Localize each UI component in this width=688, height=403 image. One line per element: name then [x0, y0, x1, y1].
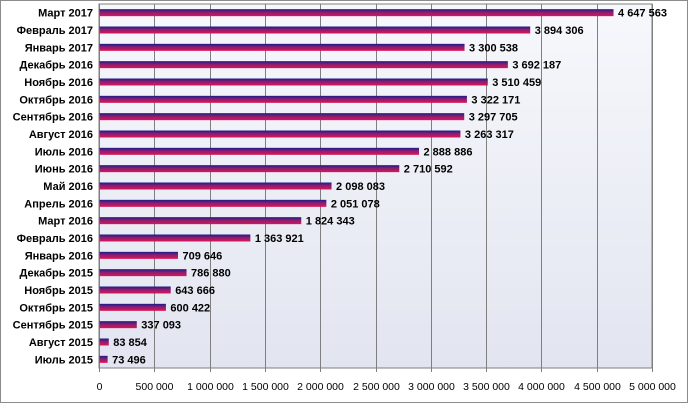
value-label: 3 263 317: [465, 129, 514, 141]
category-label: Январь 2017: [25, 42, 93, 54]
value-label: 3 322 171: [471, 94, 520, 106]
bar: [99, 182, 332, 190]
value-label: 1 824 343: [306, 216, 355, 228]
bar: [99, 338, 109, 346]
bar: [99, 355, 108, 363]
value-label: 4 647 563: [618, 8, 667, 20]
category-label: Апрель 2016: [24, 198, 93, 210]
bar: [99, 199, 327, 207]
category-label: Март 2017: [38, 8, 93, 20]
value-label: 83 854: [113, 337, 148, 349]
bar: [99, 217, 302, 225]
value-label: 3 692 187: [512, 60, 561, 72]
bars: [99, 9, 614, 363]
bar: [99, 95, 467, 103]
bar: [99, 26, 531, 34]
bar: [99, 9, 614, 17]
bar: [99, 113, 465, 121]
value-label: 337 093: [141, 320, 181, 332]
category-label: Октябрь 2016: [19, 94, 93, 106]
bar: [99, 78, 488, 86]
x-tick-label: 500 000: [136, 381, 174, 393]
value-label: 73 496: [112, 354, 146, 366]
x-tick-label: 2 000 000: [297, 381, 344, 393]
x-tick-label: 5 000 000: [629, 381, 676, 393]
value-label: 3 510 459: [492, 77, 541, 89]
category-label: Февраль 2017: [17, 25, 93, 37]
value-label: 600 422: [170, 302, 210, 314]
value-label: 786 880: [191, 268, 231, 280]
category-label: Декабрь 2016: [19, 60, 93, 72]
value-label: 643 666: [175, 285, 215, 297]
value-label: 3 300 538: [469, 42, 518, 54]
x-tick-label: 1 000 000: [187, 381, 234, 393]
category-label: Июнь 2016: [35, 164, 93, 176]
category-label: Август 2016: [29, 129, 93, 141]
bar: [99, 234, 251, 242]
category-label: Июль 2016: [35, 146, 93, 158]
value-label: 1 363 921: [255, 233, 304, 245]
category-label: Январь 2016: [25, 250, 93, 262]
category-label: Июль 2015: [35, 354, 93, 366]
bar: [99, 269, 187, 277]
category-label: Ноябрь 2016: [24, 77, 93, 89]
x-tick-label: 1 500 000: [242, 381, 289, 393]
value-labels: 4 647 563 3 894 306 3 300 538 3 692 187 3 51…: [112, 8, 667, 367]
x-tick-label: 4 000 000: [518, 381, 565, 393]
category-label: Ноябрь 2015: [24, 285, 93, 297]
bar: [99, 61, 508, 69]
category-label: Март 2016: [38, 216, 93, 228]
category-label: Сентябрь 2016: [13, 112, 93, 124]
x-tick-labels: 0 500 000 1 000 000 1 500 000 2 000 000 2 500…: [97, 381, 676, 393]
category-label: Май 2016: [43, 181, 93, 193]
bar: [99, 286, 171, 294]
bar: [99, 303, 166, 311]
x-tick-label: 3 000 000: [408, 381, 455, 393]
x-tick-label: 3 500 000: [463, 381, 510, 393]
value-label: 2 710 592: [404, 164, 453, 176]
bar: [99, 165, 400, 173]
bar: [99, 147, 420, 155]
value-label: 2 098 083: [336, 181, 385, 193]
category-label: Февраль 2016: [17, 233, 93, 245]
bar: [99, 251, 178, 259]
value-label: 2 888 886: [424, 146, 473, 158]
value-label: 2 051 078: [331, 198, 380, 210]
bar: [99, 43, 465, 51]
x-tick-label: 4 500 000: [574, 381, 621, 393]
category-label: Август 2015: [29, 337, 93, 349]
category-label: Сентябрь 2015: [13, 320, 93, 332]
value-label: 3 297 705: [469, 112, 518, 124]
bar: [99, 321, 137, 329]
x-tick-label: 0: [97, 381, 103, 393]
category-labels: Март 2017 Февраль 2017 Январь 2017 Декабрь …: [13, 8, 93, 367]
category-label: Декабрь 2015: [19, 268, 93, 280]
x-tick-label: 2 500 000: [353, 381, 400, 393]
value-label: 709 646: [182, 250, 222, 262]
category-label: Октябрь 2015: [19, 302, 93, 314]
value-label: 3 894 306: [535, 25, 584, 37]
bar: [99, 130, 461, 138]
